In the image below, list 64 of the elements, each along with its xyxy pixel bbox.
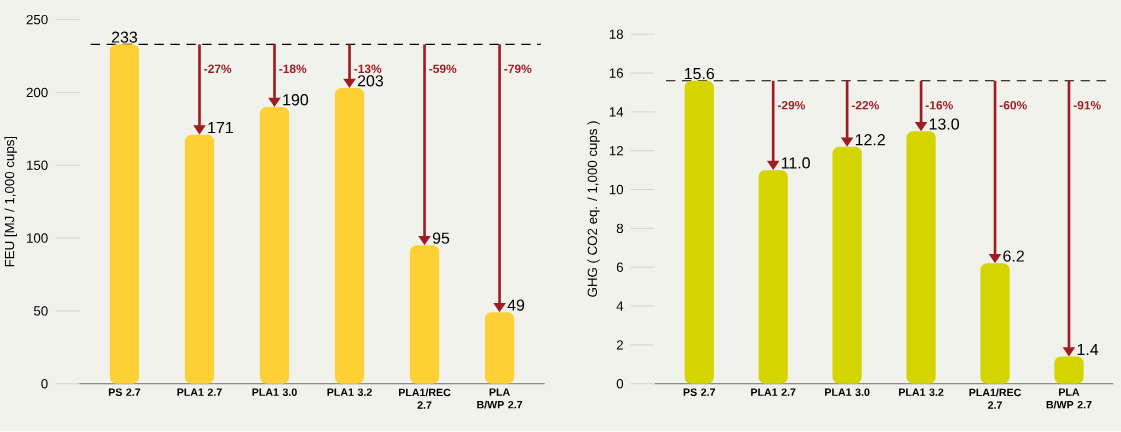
x-tick-label: PLA1 2.7 bbox=[177, 388, 222, 397]
annotation: -22% bbox=[851, 101, 879, 110]
data-label: 203 bbox=[357, 75, 384, 87]
y-tick-label: 50 bbox=[33, 306, 48, 316]
x-tick-label: PLA1 2.7 bbox=[751, 388, 796, 397]
bar bbox=[259, 107, 290, 384]
data-label: 1.4 bbox=[1077, 344, 1099, 356]
data-label: 12.2 bbox=[855, 134, 885, 146]
x-tick-label: PLA1 3.0 bbox=[252, 388, 297, 397]
y-tick-label: 0 bbox=[616, 379, 624, 389]
annotation: -18% bbox=[279, 64, 307, 74]
y-tick-label: 100 bbox=[27, 233, 48, 243]
data-label: 11.0 bbox=[781, 157, 810, 169]
data-label: 171 bbox=[208, 122, 233, 134]
annotation: -27% bbox=[204, 64, 232, 74]
y-tick-label: 8 bbox=[616, 223, 624, 234]
y-tick-label: 0 bbox=[41, 379, 48, 389]
y-tick-label: 6 bbox=[616, 262, 624, 273]
x-tick-label: PLA1 3.2 bbox=[899, 388, 944, 397]
y-tick-label: 14 bbox=[609, 107, 624, 117]
y-tick-label: 10 bbox=[609, 185, 624, 195]
x-tick-label: PS 2.7 bbox=[683, 388, 716, 397]
bar bbox=[906, 131, 936, 384]
y-tick-label: 4 bbox=[616, 301, 624, 311]
y-tick-label: 16 bbox=[609, 68, 624, 78]
annotation: -79% bbox=[504, 64, 532, 74]
x-tick-label: PLA1/REC 2.7 bbox=[969, 388, 1022, 409]
data-label: 190 bbox=[283, 94, 309, 106]
y-tick-label: 200 bbox=[26, 87, 48, 98]
y-tick-label: 250 bbox=[26, 15, 48, 25]
bar bbox=[684, 81, 714, 384]
bar bbox=[1054, 356, 1084, 384]
y-tick-label: 12 bbox=[609, 146, 623, 156]
annotation: -59% bbox=[429, 64, 457, 74]
y-tick-label: 2 bbox=[616, 340, 623, 350]
annotation: -91% bbox=[1073, 101, 1101, 110]
data-label: 6.2 bbox=[1003, 250, 1024, 262]
bar bbox=[758, 170, 788, 384]
annotation: -29% bbox=[777, 101, 806, 110]
bar bbox=[484, 312, 515, 384]
annotation: -16% bbox=[925, 101, 953, 110]
data-label: 15.6 bbox=[684, 68, 715, 80]
x-tick-label: PLA1 3.0 bbox=[825, 388, 870, 397]
bar bbox=[184, 134, 215, 384]
data-label: 13.0 bbox=[929, 118, 960, 130]
y-tick-label: 18 bbox=[609, 29, 624, 40]
x-tick-label: PLA1 3.2 bbox=[327, 388, 372, 397]
y-tick-label: 150 bbox=[27, 160, 48, 171]
bar bbox=[409, 245, 440, 384]
x-tick-label: PLA B/WP 2.7 bbox=[1046, 388, 1092, 409]
x-tick-label: PLA1/REC 2.7 bbox=[398, 388, 451, 409]
bar bbox=[334, 88, 365, 384]
annotation: -13% bbox=[354, 64, 382, 74]
y-axis-title: FEU [MJ / 1,000 cups] bbox=[4, 137, 17, 267]
x-tick-label: PS 2.7 bbox=[108, 388, 141, 397]
bar bbox=[832, 147, 862, 384]
data-label: 233 bbox=[111, 31, 138, 43]
x-tick-label: PLA B/WP 2.7 bbox=[477, 388, 523, 409]
data-label: 95 bbox=[432, 232, 450, 244]
annotation: -60% bbox=[999, 101, 1027, 110]
y-axis-title: GHG ( CO2 eq. / 1,000 cups ) bbox=[587, 121, 600, 298]
bar bbox=[980, 263, 1010, 384]
data-label: 49 bbox=[507, 299, 525, 311]
bar bbox=[109, 44, 140, 384]
